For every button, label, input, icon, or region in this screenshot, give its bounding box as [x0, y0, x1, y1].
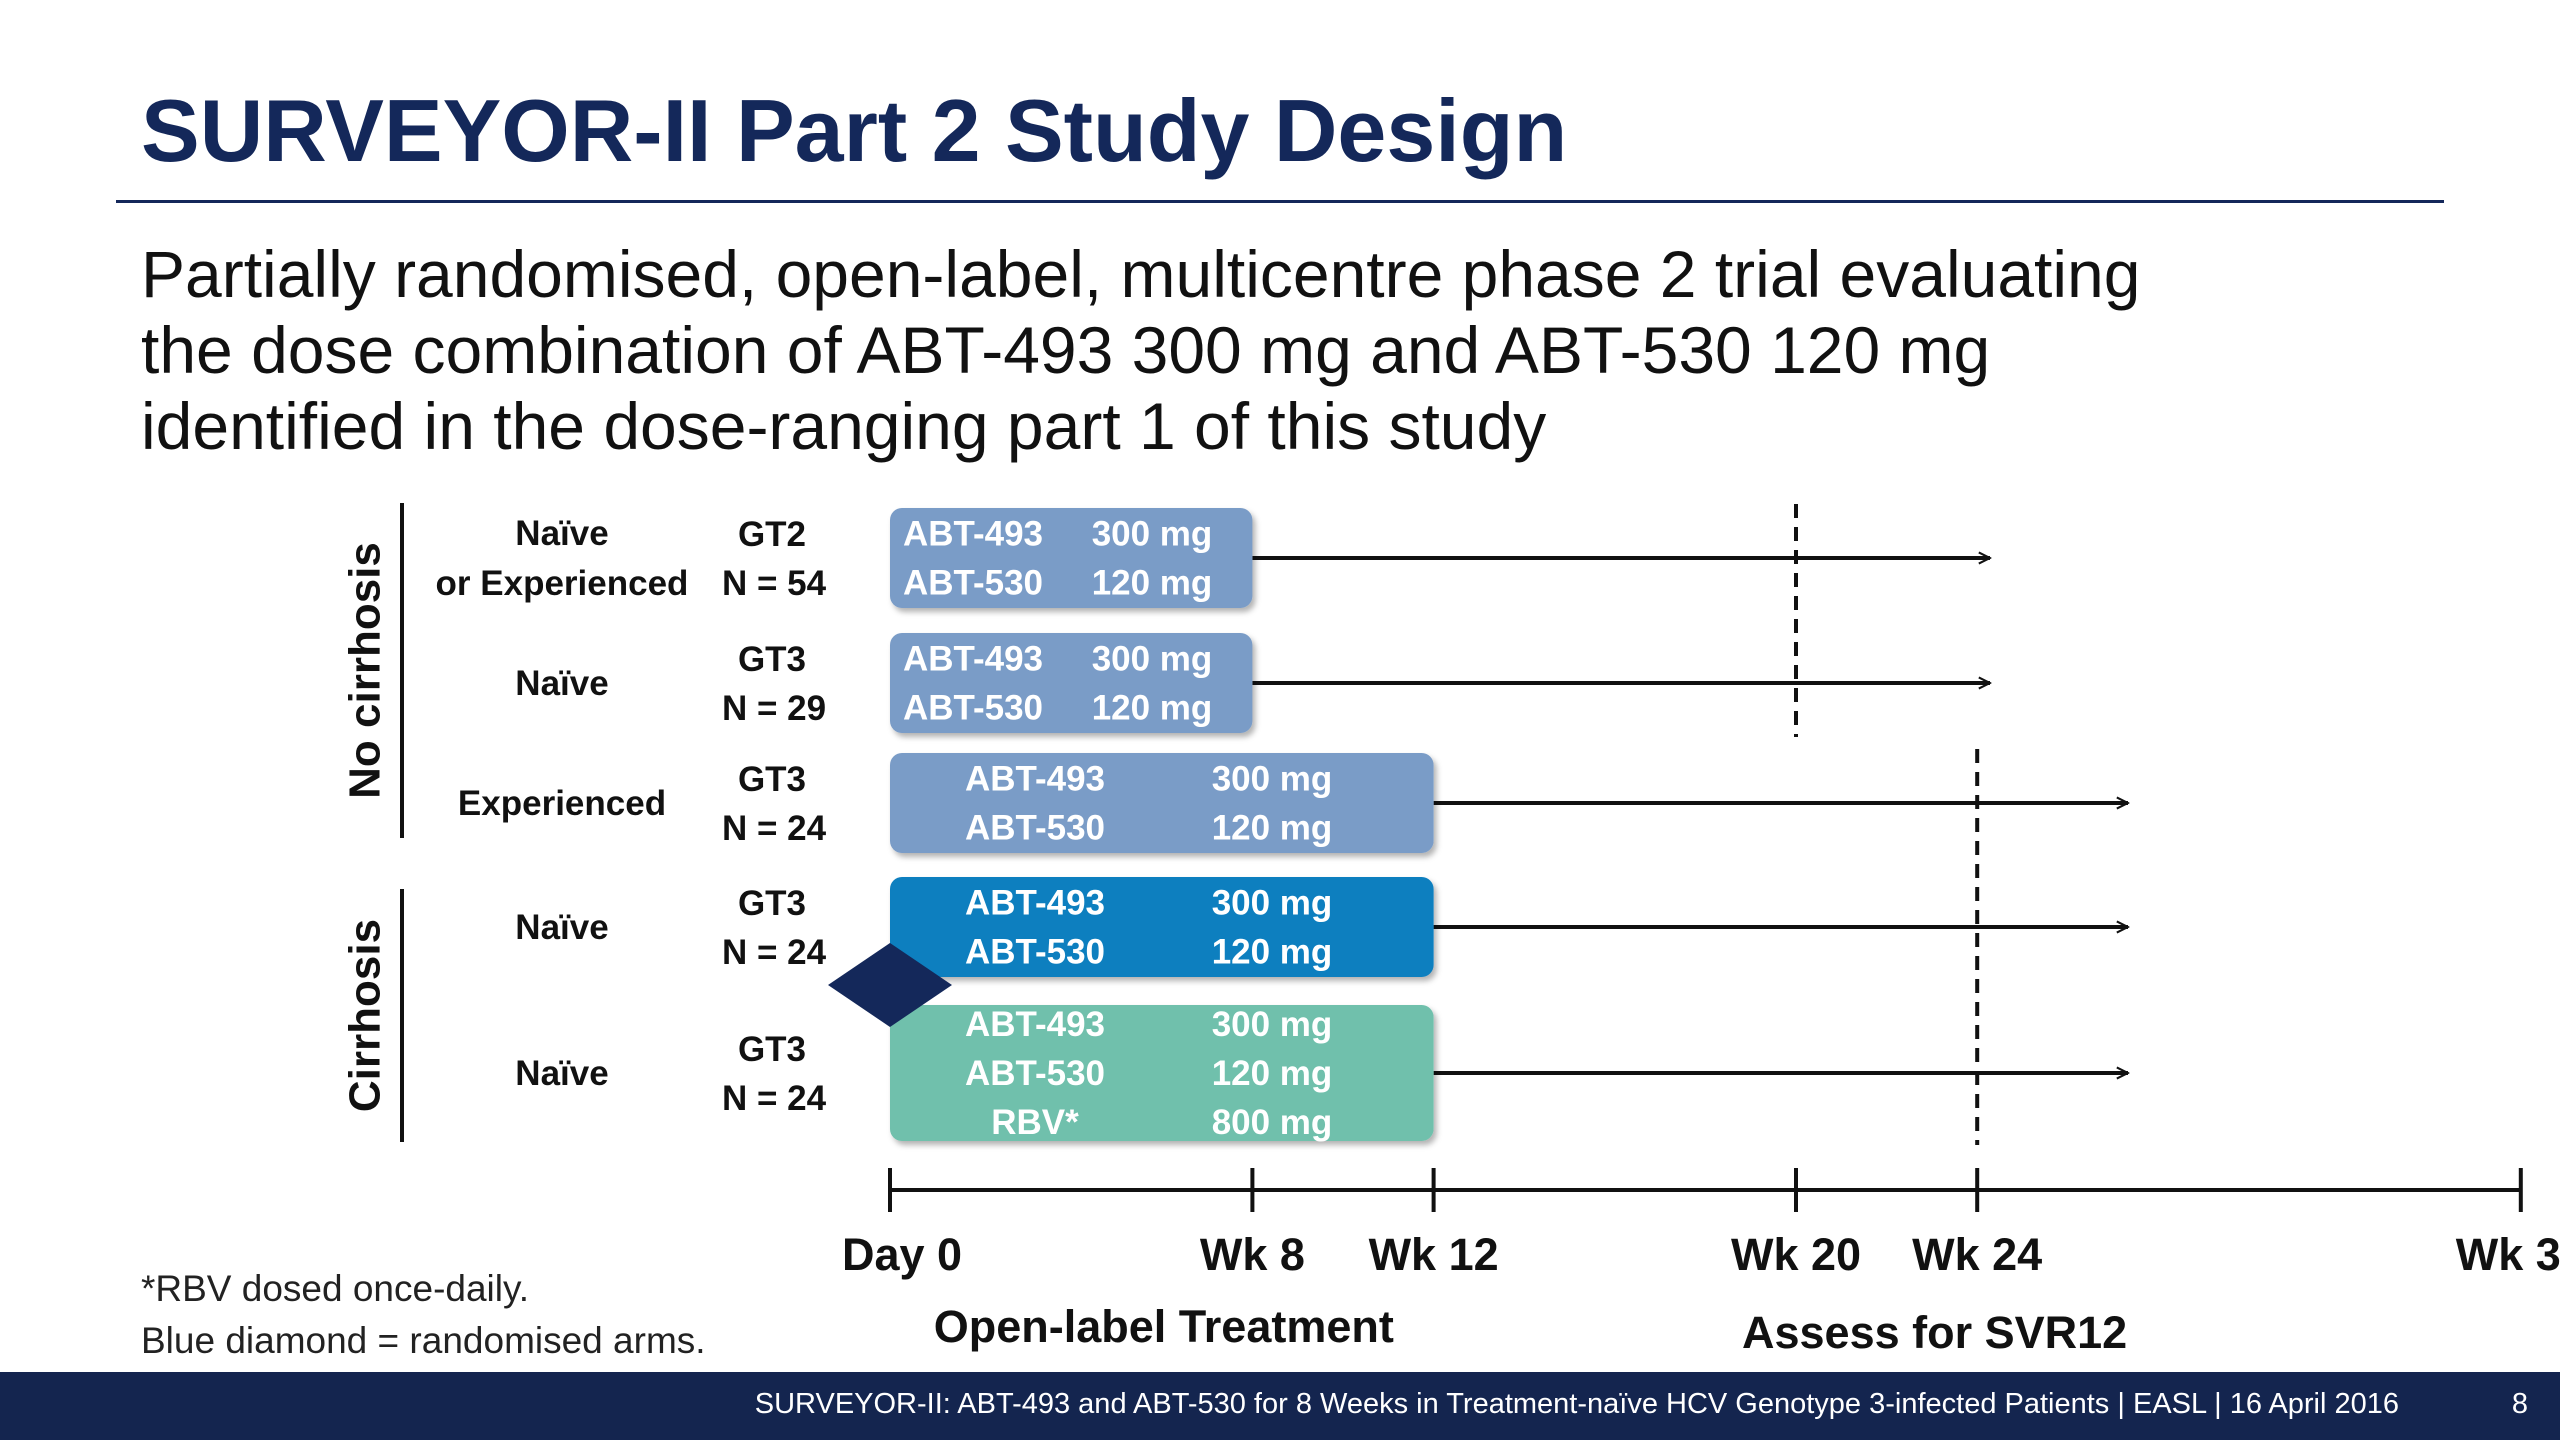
patient-count: N = 29	[722, 689, 826, 728]
group-label: Cirrhosis	[341, 919, 390, 1112]
timeline-tick-label: Day 0	[842, 1229, 962, 1280]
slide-title: SURVEYOR-II Part 2 Study Design	[141, 81, 1568, 180]
drug-name: ABT-530	[965, 809, 1105, 848]
drug-name: ABT-493	[965, 1005, 1105, 1044]
drug-name: ABT-493	[903, 640, 1043, 679]
slide-subtitle: Partially randomised, open-label, multic…	[141, 236, 2441, 464]
subtitle-line: the dose combination of ABT-493 300 mg a…	[141, 313, 1991, 387]
treatment-box	[890, 753, 1434, 853]
drug-dose: 300 mg	[1212, 884, 1333, 923]
drug-name: ABT-530	[965, 1054, 1105, 1093]
timeline-tick-label: Wk 24	[1912, 1229, 2042, 1280]
drug-dose: 300 mg	[1212, 1005, 1333, 1044]
population-label: Experienced	[458, 784, 666, 823]
drug-name: ABT-493	[903, 515, 1043, 554]
genotype-label: GT3	[738, 1030, 806, 1069]
title-divider	[116, 200, 2444, 203]
drug-dose: 300 mg	[1092, 640, 1213, 679]
population-label: Naïve	[515, 664, 608, 703]
drug-name: ABT-530	[965, 933, 1105, 972]
treatment-phase-label: Open-label Treatment	[934, 1301, 1394, 1352]
treatment-box	[890, 877, 1434, 977]
genotype-label: GT2	[738, 515, 806, 554]
population-label: Naïve	[515, 1054, 608, 1093]
drug-name: ABT-530	[903, 689, 1043, 728]
footnote-rbv: *RBV dosed once-daily.	[141, 1268, 530, 1309]
drug-dose: 300 mg	[1212, 760, 1333, 799]
treatment-box	[890, 508, 1253, 608]
population-label: Naïve	[515, 908, 608, 947]
patient-count: N = 24	[722, 1079, 827, 1118]
genotype-label: GT3	[738, 884, 806, 923]
drug-name: ABT-530	[903, 564, 1043, 603]
genotype-label: GT3	[738, 640, 806, 679]
treatment-box	[890, 1005, 1434, 1141]
drug-dose: 120 mg	[1212, 809, 1333, 848]
patient-count: N = 54	[722, 564, 827, 603]
drug-name: ABT-493	[965, 760, 1105, 799]
patient-count: N = 24	[722, 809, 827, 848]
page-number: 8	[2511, 1388, 2528, 1420]
population-label: or Experienced	[436, 564, 689, 603]
study-design-diagram: ABT-493 300 mg ABT-530 120 mg Naïve or Experi…	[341, 503, 2560, 1358]
drug-dose: 120 mg	[1092, 564, 1213, 603]
footer-citation: SURVEYOR-II: ABT-493 and ABT-530 for 8 W…	[754, 1388, 2399, 1420]
timeline-tick-label: Wk 12	[1369, 1229, 1499, 1280]
group-label: No cirrhosis	[341, 542, 390, 799]
drug-dose: 120 mg	[1212, 1054, 1333, 1093]
timeline-tick-label: Wk 20	[1731, 1229, 1861, 1280]
timeline-tick-label: Wk 8	[1200, 1229, 1305, 1280]
patient-count: N = 24	[722, 933, 827, 972]
drug-name: RBV*	[991, 1103, 1079, 1142]
subtitle-line: identified in the dose-ranging part 1 of…	[141, 389, 1547, 463]
drug-dose: 120 mg	[1092, 689, 1213, 728]
assessment-phase-label: Assess for SVR12	[1742, 1307, 2127, 1358]
population-label: Naïve	[515, 514, 608, 553]
treatment-box	[890, 633, 1253, 733]
footnote-diamond: Blue diamond = randomised arms.	[141, 1320, 706, 1361]
timeline-tick-label: Wk 36	[2456, 1229, 2560, 1280]
drug-dose: 300 mg	[1092, 515, 1213, 554]
drug-dose: 800 mg	[1212, 1103, 1333, 1142]
subtitle-line: Partially randomised, open-label, multic…	[141, 237, 2141, 311]
randomisation-diamond	[828, 943, 952, 1027]
footer-bar: SURVEYOR-II: ABT-493 and ABT-530 for 8 W…	[0, 1372, 2560, 1440]
genotype-label: GT3	[738, 760, 806, 799]
drug-name: ABT-493	[965, 884, 1105, 923]
drug-dose: 120 mg	[1212, 933, 1333, 972]
